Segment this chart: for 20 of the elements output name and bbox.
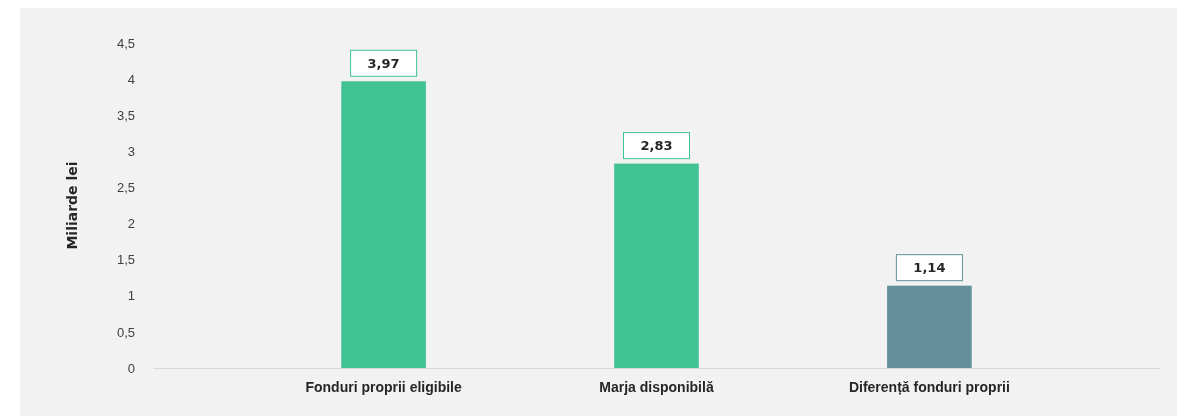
x-tick-label: Fonduri proprii eligibile xyxy=(305,378,462,395)
bar xyxy=(887,285,972,368)
y-tick-label: 3 xyxy=(127,143,135,159)
y-tick-label: 3,5 xyxy=(116,107,135,123)
y-tick-label: 0,5 xyxy=(116,324,135,340)
y-tick-label: 1 xyxy=(127,288,135,304)
bar xyxy=(341,81,426,368)
data-label: 2,83 xyxy=(640,138,673,154)
y-tick-label: 2 xyxy=(127,216,135,232)
y-tick-label: 4,5 xyxy=(116,35,135,51)
y-tick-label: 1,5 xyxy=(116,252,135,268)
y-tick-label: 0 xyxy=(127,360,135,376)
y-axis-title: Miliarde lei xyxy=(64,161,80,250)
bar xyxy=(614,163,699,368)
y-tick-label: 4 xyxy=(127,71,135,87)
x-tick-label: Diferență fonduri proprii xyxy=(848,378,1010,395)
data-label: 1,14 xyxy=(913,260,946,276)
x-tick-label: Marja disponibilă xyxy=(599,378,714,395)
y-tick-label: 2,5 xyxy=(116,180,135,196)
data-label: 3,97 xyxy=(367,55,400,71)
